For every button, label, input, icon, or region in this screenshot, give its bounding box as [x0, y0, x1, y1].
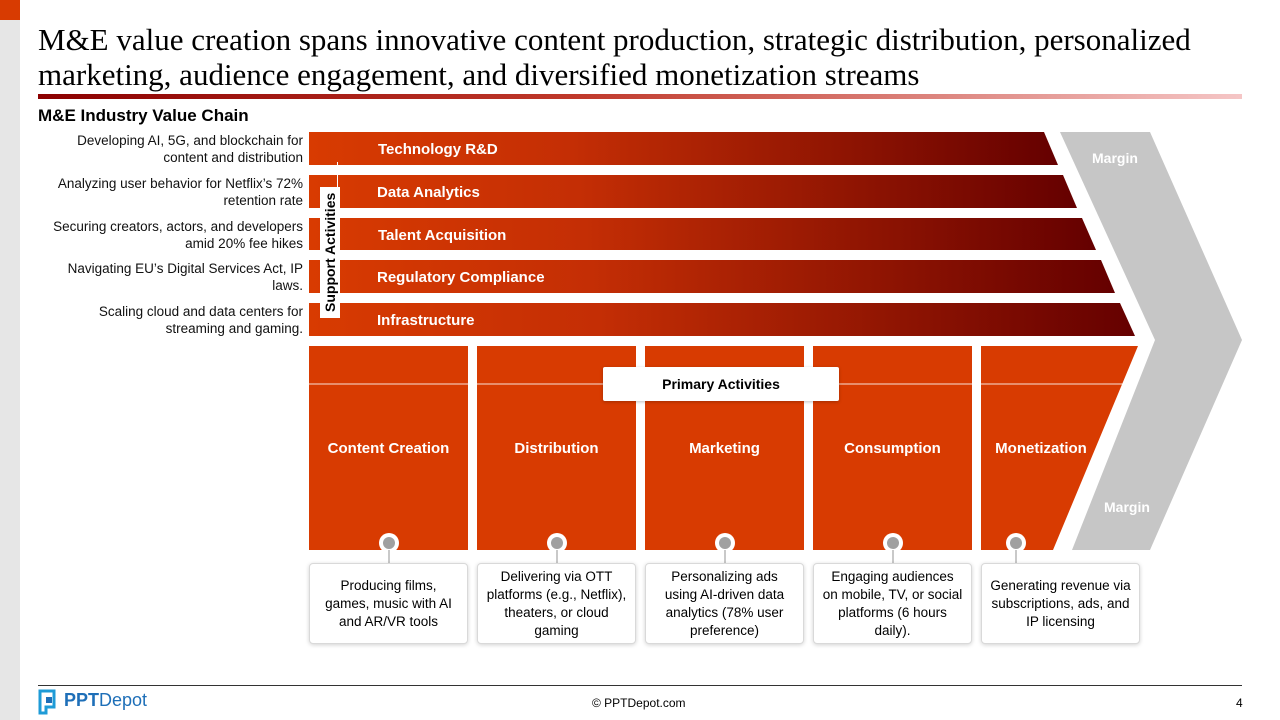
support-description-talent: Securing creators, actors, and developer… — [53, 219, 303, 251]
support-description-technology: Developing AI, 5G, and blockchain for co… — [77, 133, 303, 165]
margin-label-top: Margin — [1092, 150, 1138, 166]
margin-label-bottom: Margin — [1104, 499, 1150, 515]
connector-circle-icon — [547, 533, 567, 553]
primary-description-consumption: Engaging audiences on mobile, TV, or soc… — [813, 563, 972, 644]
primary-description-content-creation: Producing films, games, music with AI an… — [309, 563, 468, 644]
page-number: 4 — [1236, 696, 1243, 710]
connector-line — [892, 550, 894, 564]
title-underline — [38, 94, 1242, 99]
margin-chevron — [1060, 132, 1242, 550]
support-bar-data-analytics — [309, 175, 1077, 208]
primary-description-distribution: Delivering via OTT platforms (e.g., Netf… — [477, 563, 636, 644]
connector-circle-icon — [883, 533, 903, 553]
primary-description-marketing: Personalizing ads using AI-driven data a… — [645, 563, 804, 644]
support-bar-label-infrastructure: Infrastructure — [377, 312, 475, 329]
connector-circle-icon — [379, 533, 399, 553]
support-description-infrastructure: Scaling cloud and data centers for strea… — [98, 304, 303, 336]
support-bar-label-regulatory: Regulatory Compliance — [377, 269, 545, 286]
primary-title-consumption: Consumption — [844, 440, 941, 457]
footer-rule — [38, 685, 1242, 686]
connector-line — [388, 550, 390, 564]
primary-title-marketing: Marketing — [689, 440, 760, 457]
support-description-regulatory: Navigating EU’s Digital Services Act, IP… — [67, 261, 303, 293]
primary-column-monetization — [981, 346, 1138, 550]
connector-circle-icon — [715, 533, 735, 553]
support-bar-talent — [309, 218, 1096, 250]
primary-column-consumption — [813, 346, 972, 550]
section-title: M&E Industry Value Chain — [38, 106, 249, 125]
footer-copyright: © PPTDepot.com — [592, 696, 686, 710]
support-bar-label-talent: Talent Acquisition — [378, 227, 507, 244]
support-bar-infrastructure — [309, 303, 1135, 336]
ppt-depot-logo-text: PPTDepot — [64, 690, 148, 710]
connector-line — [556, 550, 558, 564]
support-bar-regulatory — [309, 260, 1115, 293]
support-bar-label-technology: Technology R&D — [378, 141, 498, 158]
primary-title-monetization: Monetization — [995, 440, 1087, 457]
primary-description-monetization: Generating revenue via subscriptions, ad… — [981, 563, 1140, 644]
support-description-data-analytics: Analyzing user behavior for Netflix’s 72… — [57, 176, 303, 208]
ppt-depot-logo-icon — [38, 689, 56, 715]
left-strip — [0, 0, 20, 720]
connector-line — [724, 550, 726, 564]
corner-accent — [0, 0, 20, 20]
connector-circle-icon — [1006, 533, 1026, 553]
slide-title: M&E value creation spans innovative cont… — [38, 22, 1191, 92]
support-bar-label-data-analytics: Data Analytics — [377, 184, 480, 201]
primary-activities-label: Primary Activities — [603, 367, 839, 401]
primary-title-distribution: Distribution — [514, 440, 599, 457]
support-bar-technology — [309, 132, 1058, 165]
primary-column-content-creation — [309, 346, 468, 550]
connector-line — [1015, 550, 1017, 564]
primary-title-content-creation: Content Creation — [327, 440, 450, 457]
